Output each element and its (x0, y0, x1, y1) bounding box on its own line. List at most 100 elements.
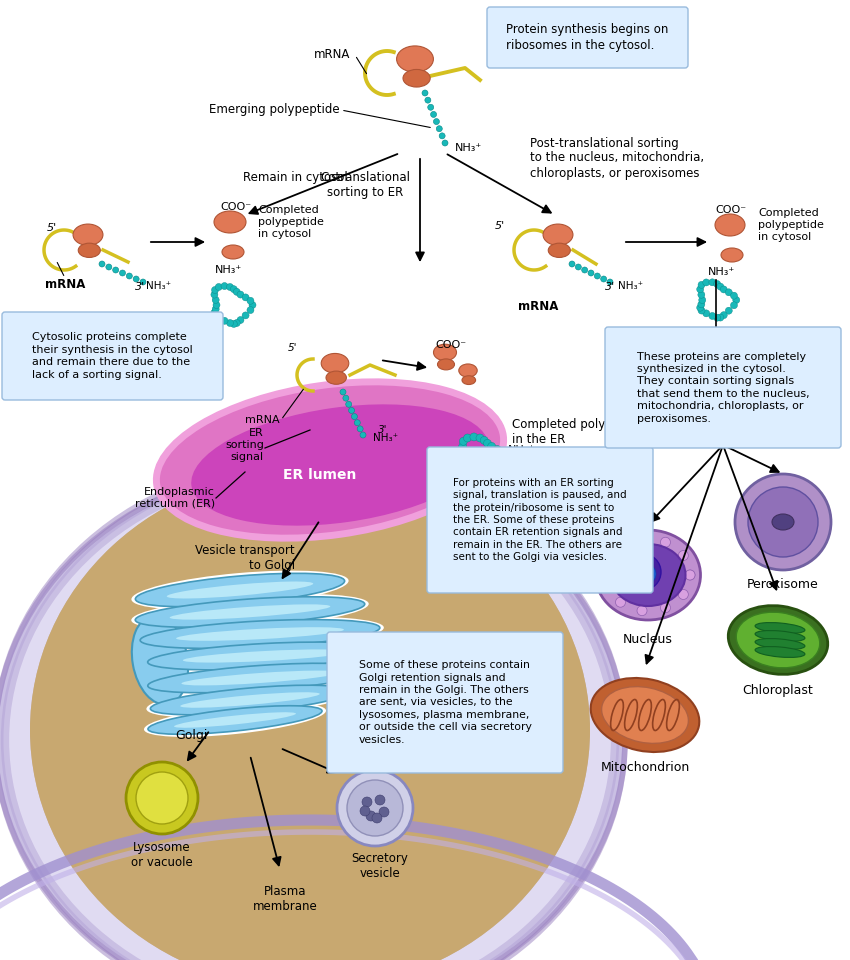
Circle shape (431, 111, 437, 117)
Text: NH₃⁺: NH₃⁺ (708, 267, 735, 277)
Circle shape (230, 286, 237, 293)
Ellipse shape (132, 615, 188, 705)
FancyBboxPatch shape (327, 632, 563, 773)
Circle shape (725, 289, 733, 296)
Circle shape (136, 772, 188, 824)
Circle shape (709, 278, 716, 286)
Circle shape (484, 440, 491, 447)
Text: Cytosolic proteins complete
their synthesis in the cytosol
and remain there due : Cytosolic proteins complete their synthe… (32, 332, 193, 379)
Circle shape (212, 312, 218, 319)
Ellipse shape (170, 605, 331, 619)
Circle shape (460, 448, 468, 456)
Circle shape (601, 276, 607, 282)
Ellipse shape (181, 671, 338, 685)
Circle shape (133, 276, 139, 282)
Ellipse shape (548, 243, 570, 257)
Circle shape (470, 471, 478, 480)
Circle shape (717, 283, 724, 290)
Circle shape (237, 317, 244, 324)
Circle shape (637, 535, 647, 544)
Circle shape (476, 434, 484, 442)
Circle shape (463, 434, 472, 442)
Ellipse shape (214, 211, 246, 233)
Text: Completed
polypeptide
in cytosol: Completed polypeptide in cytosol (758, 208, 824, 242)
Ellipse shape (755, 638, 805, 649)
Circle shape (215, 283, 222, 291)
Circle shape (685, 570, 695, 580)
Ellipse shape (30, 470, 590, 960)
Circle shape (703, 310, 710, 317)
Circle shape (588, 270, 594, 276)
Circle shape (439, 132, 445, 139)
Text: 5': 5' (288, 343, 298, 353)
Circle shape (354, 420, 360, 425)
Text: Some of these proteins contain
Golgi retention signals and
remain in the Golgi. : Some of these proteins contain Golgi ret… (359, 660, 531, 745)
Text: Plasma
membrane: Plasma membrane (252, 885, 317, 913)
Ellipse shape (191, 404, 489, 526)
Ellipse shape (397, 46, 434, 72)
Circle shape (337, 770, 413, 846)
Text: mRNA: mRNA (314, 49, 350, 61)
Circle shape (226, 320, 234, 326)
Ellipse shape (755, 647, 805, 658)
Ellipse shape (150, 685, 349, 715)
Circle shape (351, 414, 358, 420)
Text: ER lumen: ER lumen (283, 468, 357, 482)
Circle shape (242, 312, 249, 319)
Circle shape (460, 459, 468, 467)
Circle shape (340, 389, 346, 395)
Text: 3': 3' (135, 282, 145, 292)
Ellipse shape (728, 606, 828, 674)
Circle shape (360, 432, 366, 438)
Text: Cotranslational
sorting to ER: Cotranslational sorting to ER (320, 171, 410, 199)
Ellipse shape (755, 631, 805, 641)
Circle shape (581, 267, 587, 273)
Circle shape (237, 291, 244, 298)
Circle shape (698, 281, 705, 288)
Circle shape (484, 474, 491, 482)
Ellipse shape (135, 573, 344, 607)
Text: 3': 3' (605, 282, 615, 292)
Circle shape (233, 320, 241, 326)
Text: NH₃⁺: NH₃⁺ (373, 433, 398, 443)
Ellipse shape (543, 224, 573, 246)
FancyBboxPatch shape (605, 327, 841, 448)
Circle shape (698, 291, 705, 299)
Circle shape (714, 280, 721, 288)
Circle shape (459, 438, 468, 445)
Circle shape (120, 270, 126, 276)
Circle shape (463, 468, 472, 476)
Text: Secretory
vesicle: Secretory vesicle (352, 852, 409, 880)
Ellipse shape (610, 544, 685, 606)
Circle shape (499, 449, 507, 457)
Circle shape (733, 297, 740, 303)
Circle shape (461, 454, 469, 462)
Circle shape (249, 301, 256, 308)
Circle shape (709, 312, 716, 320)
Circle shape (360, 806, 370, 816)
Text: Peroxisome: Peroxisome (747, 578, 819, 591)
Circle shape (140, 279, 146, 285)
Circle shape (459, 466, 468, 473)
Ellipse shape (148, 642, 382, 670)
Circle shape (226, 283, 234, 291)
Circle shape (698, 300, 705, 308)
Circle shape (425, 97, 431, 103)
Circle shape (99, 261, 105, 267)
Circle shape (428, 105, 434, 110)
Circle shape (615, 542, 626, 553)
Circle shape (346, 401, 352, 407)
Ellipse shape (140, 619, 380, 648)
Text: NH₃⁺: NH₃⁺ (618, 281, 643, 291)
Text: mRNA: mRNA (246, 415, 280, 425)
Text: Vesicle transport
to Golgi: Vesicle transport to Golgi (196, 544, 295, 572)
Ellipse shape (721, 248, 743, 262)
Text: NH₃⁺: NH₃⁺ (146, 281, 171, 291)
Circle shape (247, 298, 254, 304)
Circle shape (697, 304, 704, 311)
Circle shape (480, 437, 488, 444)
Circle shape (685, 570, 695, 580)
Ellipse shape (131, 594, 369, 630)
Circle shape (212, 305, 219, 313)
Circle shape (720, 286, 728, 293)
